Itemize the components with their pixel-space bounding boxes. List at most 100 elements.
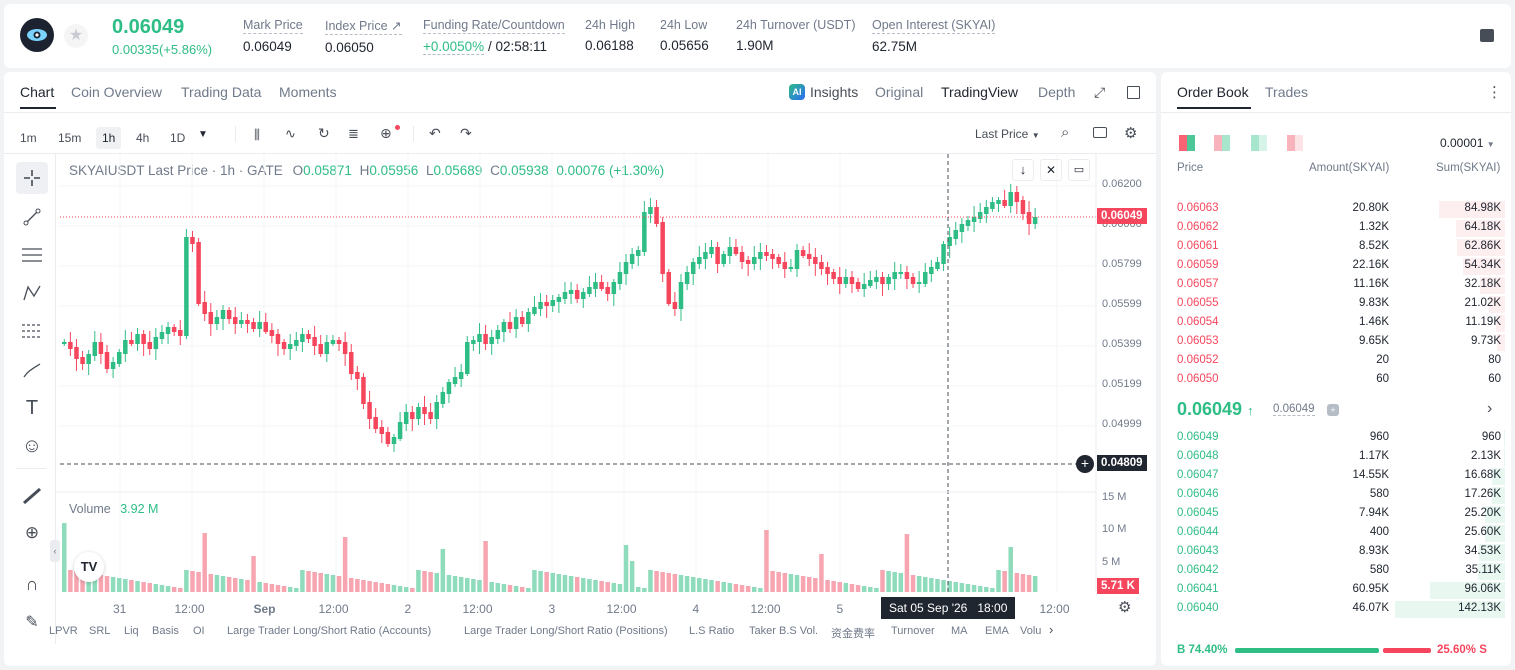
text-tool-icon[interactable]: T xyxy=(25,396,39,419)
tab-depth[interactable]: Depth xyxy=(1038,84,1076,100)
crosshair-tool-icon[interactable] xyxy=(16,162,48,194)
candlestick-chart[interactable] xyxy=(4,72,1156,666)
bid-row[interactable]: 0.06044 400 25.60K xyxy=(1177,524,1505,543)
bid-row[interactable]: 0.06040 46.07K 142.13K xyxy=(1177,600,1505,619)
redo-icon[interactable]: ↷ xyxy=(460,125,472,141)
collapse-icon[interactable]: ✕ xyxy=(1040,159,1062,181)
last-price-select[interactable]: Last Price ▼ xyxy=(975,127,1040,141)
window-icon[interactable] xyxy=(1127,86,1140,99)
indicator-tab[interactable]: Large Trader Long/Short Ratio (Positions… xyxy=(464,625,668,637)
ask-row[interactable]: 0.06061 8.52K 62.86K xyxy=(1177,238,1505,257)
timeframe-1m[interactable]: 1m xyxy=(20,131,37,145)
chevron-down-icon[interactable]: ▼ xyxy=(198,129,208,140)
view-sells-icon[interactable] xyxy=(1287,135,1303,151)
horizontal-lines-tool-icon[interactable] xyxy=(16,239,48,271)
view-bids-icon[interactable] xyxy=(1214,135,1230,151)
tab-moments[interactable]: Moments xyxy=(279,84,337,100)
indicator-tab[interactable]: SRL xyxy=(89,625,111,637)
ask-row[interactable]: 0.06055 9.83K 21.02K xyxy=(1177,295,1505,314)
templates-icon[interactable]: ≣ xyxy=(348,126,359,141)
depth-bar xyxy=(1496,315,1505,332)
edit-tool-icon[interactable]: ✎ xyxy=(25,614,39,631)
add-indicator-icon[interactable]: ⊕ xyxy=(380,125,392,141)
indicator-tab[interactable]: EMA xyxy=(985,625,1009,637)
x-axis-label: 4 xyxy=(692,602,700,616)
ask-row[interactable]: 0.06054 1.46K 11.19K xyxy=(1177,314,1505,333)
timeframe-4h[interactable]: 4h xyxy=(136,131,150,145)
bid-row[interactable]: 0.06049 960 960 xyxy=(1177,429,1505,448)
ask-row[interactable]: 0.06063 20.80K 84.98K xyxy=(1177,200,1505,219)
bid-row[interactable]: 0.06046 580 17.26K xyxy=(1177,486,1505,505)
view-both-icon[interactable] xyxy=(1179,135,1195,151)
stat-index-price[interactable]: Index Price ↗ 0.06050 xyxy=(325,19,402,55)
chart-settings-icon[interactable]: ⚙ xyxy=(1118,599,1132,616)
precision-select[interactable]: 0.00001 ▼ xyxy=(1440,136,1495,150)
ask-row[interactable]: 0.06052 20 80 xyxy=(1177,352,1501,371)
book-icon[interactable] xyxy=(1480,29,1494,42)
collapse-toolbar-icon[interactable]: ‹ xyxy=(50,540,60,562)
view-asks-icon[interactable] xyxy=(1251,135,1267,151)
depth-bar xyxy=(1485,525,1505,542)
indicator-tab[interactable]: Large Trader Long/Short Ratio (Accounts) xyxy=(227,625,432,637)
replay-icon[interactable]: ↻ xyxy=(318,125,330,141)
price-change: 0.00335(+5.86%) xyxy=(112,42,213,57)
bid-row[interactable]: 0.06045 7.94K 25.20K xyxy=(1177,505,1505,524)
bid-row[interactable]: 0.06048 1.17K 2.13K xyxy=(1177,448,1505,467)
more-icon[interactable]: ⋮ xyxy=(1487,84,1502,101)
chevron-right-icon[interactable]: › xyxy=(1049,622,1054,637)
trendline-tool-icon[interactable] xyxy=(16,201,48,233)
ask-row[interactable]: 0.06062 1.32K 64.18K xyxy=(1177,219,1505,238)
search-icon[interactable]: ⌕ xyxy=(1061,124,1070,141)
expand-icon[interactable]: ⤢ xyxy=(1094,84,1106,100)
indicator-tab[interactable]: LPVR xyxy=(49,625,78,637)
indicator-tab[interactable]: OI xyxy=(193,625,205,637)
ask-row[interactable]: 0.06059 22.16K 54.34K xyxy=(1177,257,1505,276)
pattern-tool-icon[interactable] xyxy=(16,277,48,309)
indicator-tab[interactable]: 资金费率 xyxy=(831,628,875,640)
ask-row[interactable]: 0.06050 60 60 xyxy=(1177,371,1501,390)
candle-type-icon[interactable]: ⫼ xyxy=(254,127,260,142)
undo-icon[interactable]: ↶ xyxy=(429,125,441,141)
bid-row[interactable]: 0.06047 14.55K 16.68K xyxy=(1177,467,1505,486)
add-alert-icon[interactable]: + xyxy=(1076,455,1094,473)
last-price: 0.06049 xyxy=(112,16,185,38)
tab-order-book[interactable]: Order Book xyxy=(1177,84,1249,100)
indicator-tab[interactable]: MA xyxy=(951,625,968,637)
brush-tool-icon[interactable] xyxy=(16,354,48,386)
indicator-tab[interactable]: Volu xyxy=(1020,625,1042,637)
indicator-tab[interactable]: L.S Ratio xyxy=(689,625,735,637)
zoom-in-tool-icon[interactable]: ⊕ xyxy=(24,523,40,542)
tab-original[interactable]: Original xyxy=(875,84,924,100)
chevron-right-icon[interactable]: › xyxy=(1487,400,1493,417)
ruler-tool-icon[interactable] xyxy=(16,480,48,512)
settings-gear-icon[interactable]: ⚙ xyxy=(1124,125,1138,142)
ask-row[interactable]: 0.06053 9.65K 9.73K xyxy=(1177,333,1505,352)
indicator-tab[interactable]: Basis xyxy=(152,625,179,637)
emoji-tool-icon[interactable]: ☺ xyxy=(21,434,43,457)
fullscreen-icon[interactable]: ▭ xyxy=(1068,159,1090,181)
bid-row[interactable]: 0.06043 8.93K 34.53K xyxy=(1177,543,1505,562)
volume-bar xyxy=(544,572,549,592)
tab-chart[interactable]: Chart xyxy=(20,84,55,100)
timeframe-15m[interactable]: 15m xyxy=(58,131,82,145)
camera-icon[interactable] xyxy=(1093,127,1107,138)
bid-row[interactable]: 0.06041 60.95K 96.06K xyxy=(1177,581,1505,600)
tab-tradingview[interactable]: TradingView xyxy=(941,84,1019,100)
depth-bar xyxy=(1479,277,1505,294)
indicator-tab[interactable]: Turnover xyxy=(891,625,935,637)
tab-insights[interactable]: Insights xyxy=(810,84,859,100)
ask-row[interactable]: 0.06057 11.16K 32.18K xyxy=(1177,276,1505,295)
tab-coin-overview[interactable]: Coin Overview xyxy=(71,84,163,100)
timeframe-1d[interactable]: 1D xyxy=(170,131,186,145)
indicator-tab[interactable]: Taker B.S Vol. xyxy=(749,625,819,637)
tab-trades[interactable]: Trades xyxy=(1265,84,1309,100)
indicator-tab[interactable]: Liq xyxy=(124,625,139,637)
timeframe-1h[interactable]: 1h xyxy=(96,127,122,149)
bid-row[interactable]: 0.06042 580 35.11K xyxy=(1177,562,1505,581)
tab-trading-data[interactable]: Trading Data xyxy=(181,84,262,100)
scroll-down-icon[interactable]: ↓ xyxy=(1012,159,1034,181)
indicators-icon[interactable]: ∿ xyxy=(285,126,296,141)
magnet-tool-icon[interactable]: ∩ xyxy=(25,573,39,594)
favorite-star-icon[interactable]: ★ xyxy=(64,24,88,48)
fib-tool-icon[interactable] xyxy=(16,315,48,347)
